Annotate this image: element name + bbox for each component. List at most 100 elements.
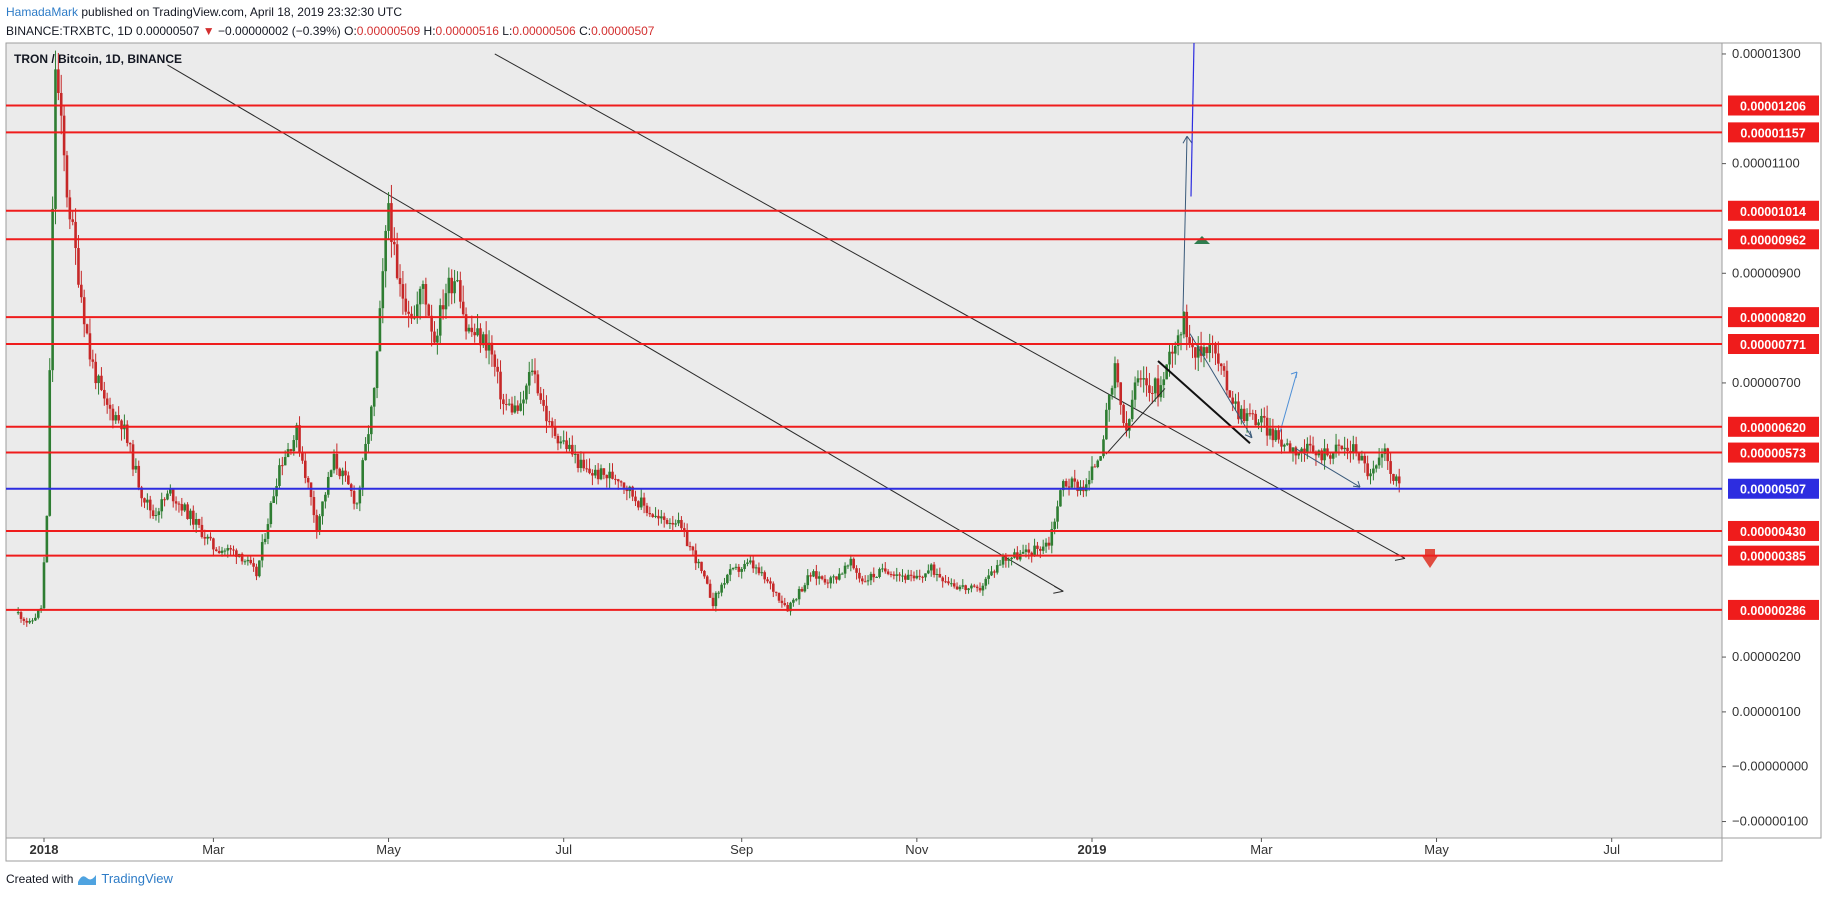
candle-body: [493, 354, 497, 367]
candle-body: [703, 570, 706, 577]
candle-body: [1021, 551, 1025, 554]
candle: [174, 496, 178, 511]
candle: [1280, 429, 1283, 454]
candle: [240, 552, 244, 565]
candle: [1162, 371, 1166, 398]
candle: [660, 510, 663, 524]
candle-body: [1294, 447, 1298, 456]
candle: [519, 391, 522, 412]
candle-body: [964, 585, 967, 591]
candle-body: [372, 388, 376, 407]
candle: [1119, 382, 1123, 415]
candle-body: [447, 277, 451, 294]
candle: [648, 506, 652, 518]
candle-body: [789, 602, 792, 612]
candle-body: [318, 516, 321, 532]
close-value: 0.00000507: [591, 24, 655, 38]
candle-body: [1395, 476, 1398, 481]
candle: [490, 335, 494, 367]
candle-body: [186, 504, 189, 519]
candle: [522, 390, 525, 416]
candle: [1369, 468, 1372, 485]
candle: [387, 192, 390, 240]
candle: [981, 583, 985, 596]
candle-body: [1067, 486, 1071, 488]
candle-body: [217, 551, 221, 553]
candle-body: [146, 499, 149, 503]
candle: [163, 497, 166, 507]
candle-body: [883, 568, 887, 572]
candle-body: [1119, 382, 1123, 405]
candle-body: [1001, 556, 1005, 565]
candle: [863, 575, 867, 583]
candle-body: [909, 574, 913, 576]
candle-body: [1047, 542, 1051, 546]
candle-body: [430, 315, 433, 332]
candle: [714, 591, 718, 612]
candle: [194, 512, 198, 533]
ohlc-line: BINANCE:TRXBTC, 1D 0.00000507 ▼ −0.00000…: [6, 23, 654, 39]
candle: [904, 573, 907, 584]
candle-body: [306, 477, 310, 483]
candle-body: [370, 406, 373, 435]
candle: [1171, 344, 1174, 368]
candle: [1165, 364, 1168, 380]
candle: [62, 104, 66, 172]
candle-body: [545, 405, 548, 422]
candle: [105, 392, 109, 414]
candle: [1346, 438, 1349, 460]
candle-body: [125, 424, 129, 443]
candle-body: [972, 585, 976, 587]
candle: [614, 474, 617, 485]
candle-body: [292, 440, 296, 452]
candle-body: [904, 575, 907, 580]
candle: [372, 387, 376, 417]
candle: [685, 523, 689, 547]
candle: [151, 504, 155, 519]
x-tick-label: Jul: [555, 842, 572, 857]
candle-body: [473, 332, 476, 336]
author-link[interactable]: HamadaMark: [6, 5, 79, 19]
candle-body: [160, 499, 164, 512]
candle-body: [157, 511, 161, 516]
candle-body: [700, 561, 703, 571]
candle: [275, 478, 278, 505]
candle: [961, 579, 965, 590]
candle: [740, 567, 744, 579]
candle-body: [889, 574, 893, 576]
candle-body: [177, 503, 181, 505]
candle: [160, 492, 164, 519]
candle: [878, 567, 881, 579]
candle-body: [642, 497, 646, 506]
candle-body: [404, 298, 408, 312]
candle: [1331, 451, 1335, 465]
candle: [1251, 409, 1255, 420]
candle-body: [961, 585, 965, 587]
candle: [1179, 331, 1183, 351]
candle: [728, 563, 732, 582]
candle: [1340, 445, 1344, 451]
candle-body: [838, 573, 841, 580]
candle-body: [1369, 473, 1372, 477]
candle: [415, 291, 419, 324]
candle: [82, 289, 86, 338]
candle-body: [255, 566, 258, 577]
candle: [1308, 435, 1312, 452]
candle: [952, 579, 956, 589]
candle-body: [19, 612, 23, 619]
candle: [424, 277, 428, 318]
tradingview-link[interactable]: TradingView: [101, 871, 173, 886]
candle-body: [355, 503, 359, 505]
candle-body: [315, 515, 319, 532]
candle-body: [711, 597, 715, 607]
level-label: 0.00001157: [1740, 126, 1805, 140]
candle-body: [1349, 450, 1352, 452]
candle-body: [163, 499, 166, 501]
candle-body: [861, 578, 864, 582]
candle-body: [260, 542, 264, 561]
candle: [1320, 448, 1323, 465]
candle-body: [935, 574, 939, 576]
candle: [944, 574, 947, 584]
candle-body: [1228, 390, 1232, 398]
